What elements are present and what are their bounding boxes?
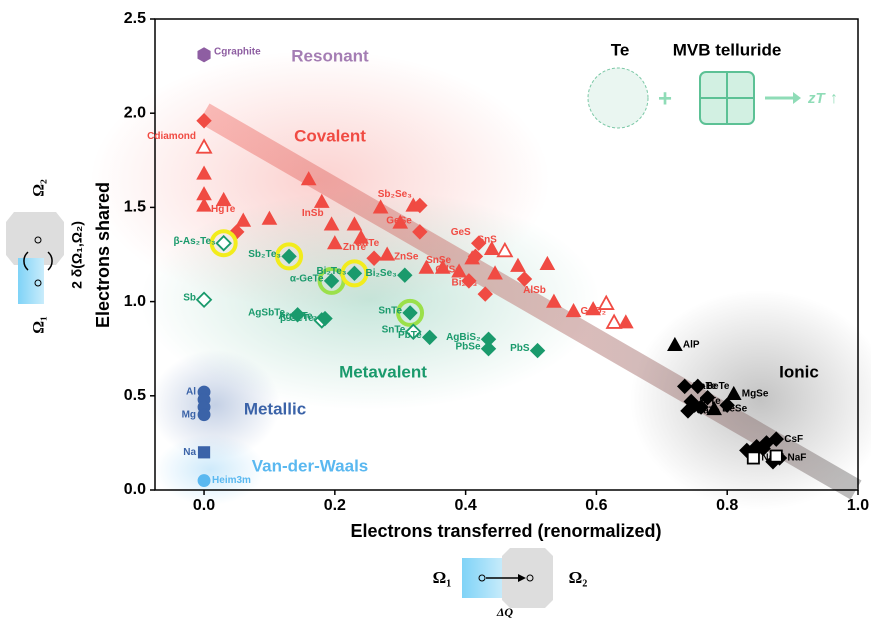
point-label: SnS: [477, 234, 497, 245]
region-label: Resonant: [291, 46, 369, 65]
point-label: AlP: [683, 340, 700, 351]
data-point: [198, 48, 210, 62]
svg-text:+: +: [658, 85, 672, 112]
x-tick-label: 0.2: [324, 497, 346, 514]
point-label: PbSe: [456, 341, 481, 352]
x-axis-title: Electrons transferred (renormalized): [350, 521, 661, 541]
point-label: Al: [186, 387, 196, 398]
point-label: β-As₂Te₃: [173, 236, 216, 247]
inset-omega2-b: Ω₂: [569, 568, 588, 587]
chart: Electrons transferred (renormalized) Ele…: [0, 0, 871, 622]
point-label: CdTe: [355, 238, 380, 249]
y-tick-label: 2.0: [124, 104, 146, 121]
point-label: HgTe: [211, 204, 236, 215]
point-label: Bi₂Te₃: [316, 266, 346, 277]
point-label: InSb: [302, 208, 324, 219]
inset-te: Te: [611, 40, 630, 59]
point-label: MgSe: [742, 389, 769, 400]
region-label: Covalent: [294, 126, 366, 145]
inset-omega1-b: Ω₁: [433, 568, 452, 587]
data-point: [748, 452, 759, 463]
y-tick-label: 2.5: [124, 10, 146, 27]
point-label: Sb₂Te₃: [248, 249, 281, 260]
y-tick-label: 0.0: [124, 481, 146, 498]
data-point: [619, 315, 633, 328]
point-label: Bi₂S₃: [451, 278, 477, 289]
region-label: Metallic: [244, 399, 306, 418]
x-tick-label: 0.0: [193, 497, 215, 514]
y-tick-label: 1.0: [124, 293, 146, 310]
point-label: Sb₂Se₃: [378, 189, 412, 200]
point-label: AgBiTe₂: [278, 311, 317, 322]
region-label: Metavalent: [339, 362, 427, 381]
inset-left: [6, 212, 64, 304]
point-label: AlSb: [523, 285, 546, 296]
x-tick-label: 0.4: [455, 497, 477, 514]
inset-omega2: Ω₂: [31, 179, 48, 197]
inset-mvb-label: MVB telluride: [673, 40, 782, 59]
y-axis-title: Electrons shared: [93, 182, 113, 328]
y-tick-label: 1.5: [124, 199, 146, 216]
x-tick-label: 0.6: [585, 497, 607, 514]
point-label: GeS: [451, 227, 471, 238]
point-label: Cdiamond: [147, 131, 196, 142]
inset-mvb: + ↑: [588, 68, 838, 128]
point-label: GeSe: [386, 216, 412, 227]
point-label: BeTe: [706, 381, 730, 392]
data-point: [198, 409, 210, 421]
point-label: NaF: [788, 453, 807, 464]
point-label: Sb: [183, 292, 196, 303]
inset-zt: zT: [807, 90, 827, 107]
point-label: Mg: [182, 409, 196, 420]
point-label: CdSe: [435, 265, 461, 276]
point-label: ZnSe: [394, 251, 419, 262]
data-point: [198, 475, 210, 487]
inset-bottom: [462, 548, 553, 608]
x-tick-label: 1.0: [847, 497, 869, 514]
x-tick-label: 0.8: [716, 497, 738, 514]
point-label: Bi₂Se₃: [365, 268, 397, 279]
point-label: GeO₂: [581, 306, 607, 317]
point-label: Heim3m: [212, 475, 251, 486]
region-label: Van-der-Waals: [252, 456, 369, 475]
y-tick-label: 0.5: [124, 387, 146, 404]
y-axis-subtitle: 2 δ(Ω₁,Ω₂): [69, 221, 85, 289]
inset-omega1: Ω₁: [31, 316, 48, 334]
inset-dq: ΔQ: [496, 605, 514, 619]
svg-text:↑: ↑: [830, 90, 838, 107]
point-label: Na: [183, 447, 196, 458]
data-point: [607, 315, 621, 328]
point-label: Cgraphite: [214, 46, 261, 57]
data-point: [771, 450, 782, 461]
point-label: PbS: [510, 343, 530, 354]
point-label: PbTe: [398, 330, 422, 341]
point-label: CsF: [784, 434, 803, 445]
region-label: Ionic: [779, 362, 819, 381]
point-label: SnTe: [378, 306, 402, 317]
data-point: [198, 447, 209, 458]
